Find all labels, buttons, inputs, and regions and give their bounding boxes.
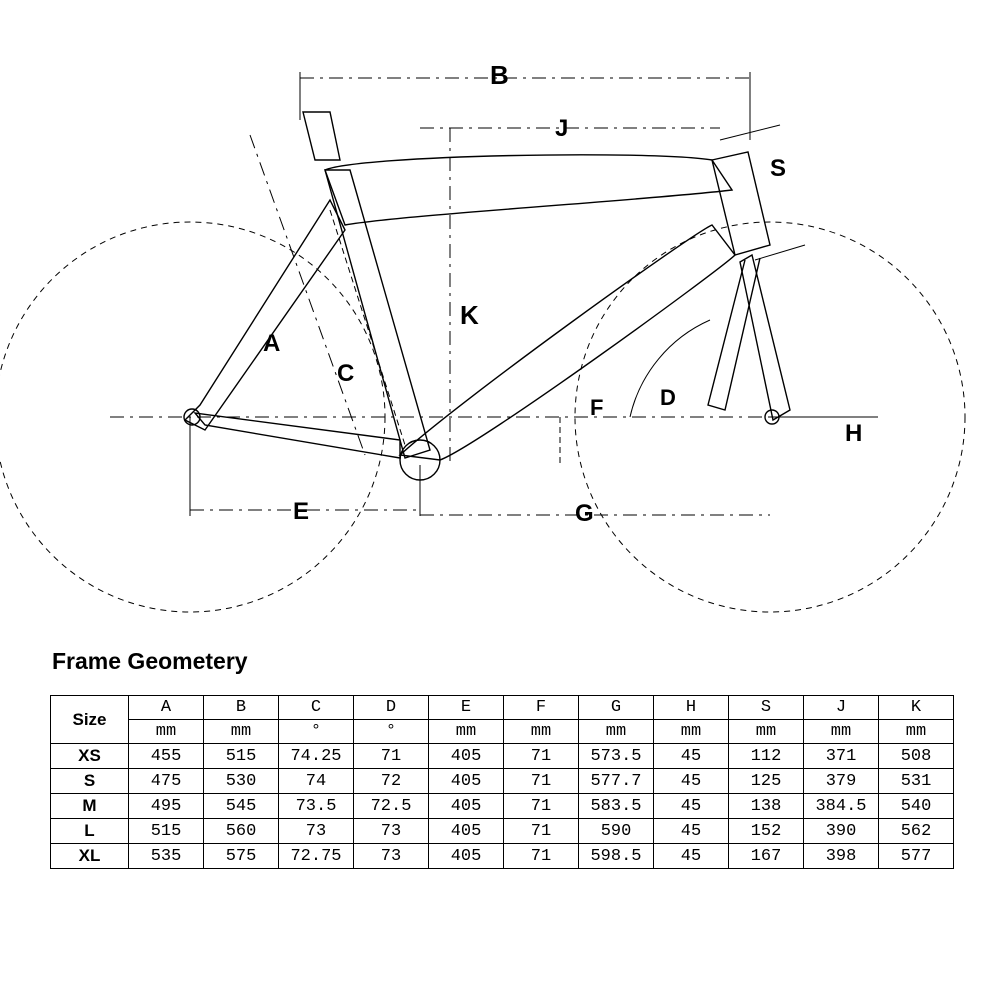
row-M: M [51,794,129,819]
cell-S-F: 71 [504,769,579,794]
unit-H: mm [654,720,729,744]
cell-L-K: 562 [879,819,954,844]
dim-label-S: S [770,155,786,183]
cell-XS-G: 573.5 [579,744,654,769]
dim-label-C: C [337,360,354,388]
cell-L-J: 390 [804,819,879,844]
col-header-C: C [279,696,354,720]
cell-S-S: 125 [729,769,804,794]
row-S: S [51,769,129,794]
unit-E: mm [429,720,504,744]
cell-L-F: 71 [504,819,579,844]
col-header-D: D [354,696,429,720]
cell-M-G: 583.5 [579,794,654,819]
cell-M-K: 540 [879,794,954,819]
cell-M-D: 72.5 [354,794,429,819]
dim-label-K: K [460,300,479,331]
cell-L-B: 560 [204,819,279,844]
col-header-E: E [429,696,504,720]
cell-XL-K: 577 [879,844,954,869]
cell-XL-E: 405 [429,844,504,869]
cell-L-G: 590 [579,819,654,844]
cell-XL-C: 72.75 [279,844,354,869]
col-header-S: S [729,696,804,720]
cell-XL-A: 535 [129,844,204,869]
unit-A: mm [129,720,204,744]
frame-diagram: B J S A C K F D H E G [0,0,1000,600]
cell-XL-F: 71 [504,844,579,869]
cell-L-C: 73 [279,819,354,844]
cell-S-J: 379 [804,769,879,794]
row-XS: XS [51,744,129,769]
cell-S-D: 72 [354,769,429,794]
cell-L-D: 73 [354,819,429,844]
table-title: Frame Geometery [52,648,248,675]
unit-J: mm [804,720,879,744]
cell-S-H: 45 [654,769,729,794]
cell-XL-J: 398 [804,844,879,869]
dim-label-A: A [263,330,280,358]
cell-XS-S: 112 [729,744,804,769]
cell-M-B: 545 [204,794,279,819]
cell-M-C: 73.5 [279,794,354,819]
size-header: Size [51,696,129,744]
unit-G: mm [579,720,654,744]
cell-XS-E: 405 [429,744,504,769]
col-header-B: B [204,696,279,720]
cell-S-G: 577.7 [579,769,654,794]
cell-S-K: 531 [879,769,954,794]
cell-L-S: 152 [729,819,804,844]
cell-XL-S: 167 [729,844,804,869]
col-header-K: K [879,696,954,720]
cell-XS-H: 45 [654,744,729,769]
unit-K: mm [879,720,954,744]
cell-XS-F: 71 [504,744,579,769]
cell-M-H: 45 [654,794,729,819]
cell-M-A: 495 [129,794,204,819]
unit-D: ° [354,720,429,744]
cell-L-A: 515 [129,819,204,844]
col-header-G: G [579,696,654,720]
cell-M-F: 71 [504,794,579,819]
cell-L-E: 405 [429,819,504,844]
dim-label-B: B [490,60,509,91]
col-header-A: A [129,696,204,720]
cell-XS-A: 455 [129,744,204,769]
cell-S-B: 530 [204,769,279,794]
cell-XL-B: 575 [204,844,279,869]
row-XL: XL [51,844,129,869]
col-header-F: F [504,696,579,720]
cell-XS-J: 371 [804,744,879,769]
cell-XS-B: 515 [204,744,279,769]
dim-label-G: G [575,500,594,528]
cell-S-C: 74 [279,769,354,794]
cell-XS-C: 74.25 [279,744,354,769]
cell-M-J: 384.5 [804,794,879,819]
row-L: L [51,819,129,844]
cell-S-E: 405 [429,769,504,794]
cell-XL-D: 73 [354,844,429,869]
unit-F: mm [504,720,579,744]
col-header-J: J [804,696,879,720]
cell-S-A: 475 [129,769,204,794]
cell-XS-K: 508 [879,744,954,769]
unit-S: mm [729,720,804,744]
cell-M-E: 405 [429,794,504,819]
frame-svg [0,0,1000,620]
geometry-table: SizeABCDEFGHSJKmmmm°°mmmmmmmmmmmmmmXS455… [50,695,954,869]
dim-label-E: E [293,498,309,526]
cell-M-S: 138 [729,794,804,819]
cell-XS-D: 71 [354,744,429,769]
cell-L-H: 45 [654,819,729,844]
cell-XL-G: 598.5 [579,844,654,869]
dim-label-F: F [590,395,603,421]
cell-XL-H: 45 [654,844,729,869]
dim-label-J: J [555,115,568,143]
col-header-H: H [654,696,729,720]
dim-label-H: H [845,420,862,448]
dim-label-D: D [660,385,676,411]
unit-C: ° [279,720,354,744]
unit-B: mm [204,720,279,744]
